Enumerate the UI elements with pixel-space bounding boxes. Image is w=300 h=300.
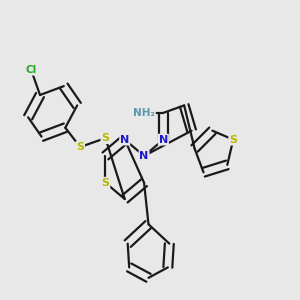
Text: N: N <box>159 135 168 145</box>
Text: S: S <box>229 135 237 145</box>
Text: S: S <box>76 142 84 152</box>
Text: N: N <box>120 135 129 145</box>
Text: S: S <box>101 133 110 143</box>
Text: S: S <box>101 178 110 188</box>
Text: Cl: Cl <box>26 65 37 75</box>
Text: NH₂: NH₂ <box>133 108 155 118</box>
Text: N: N <box>140 151 149 161</box>
